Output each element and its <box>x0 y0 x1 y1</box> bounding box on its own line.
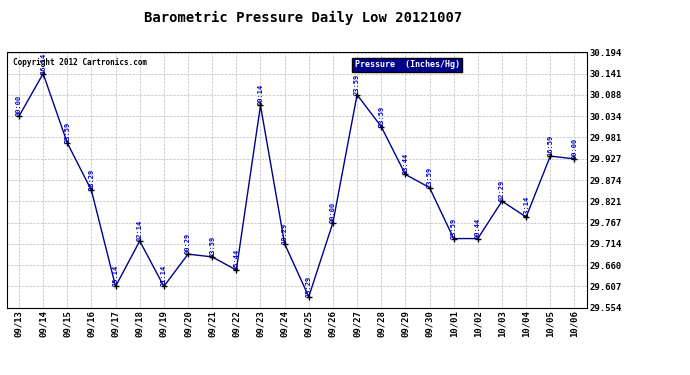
Text: Pressure  (Inches/Hg): Pressure (Inches/Hg) <box>355 60 460 69</box>
Text: 02:14: 02:14 <box>137 220 143 241</box>
Text: 16:59: 16:59 <box>547 135 553 156</box>
Text: 02:29: 02:29 <box>499 180 505 201</box>
Text: 18:29: 18:29 <box>88 169 95 190</box>
Text: Copyright 2012 Cartronics.com: Copyright 2012 Cartronics.com <box>12 58 147 67</box>
Text: 00:44: 00:44 <box>475 217 481 238</box>
Text: 21:14: 21:14 <box>161 265 167 286</box>
Text: 23:59: 23:59 <box>209 236 215 257</box>
Text: 00:00: 00:00 <box>571 138 578 159</box>
Text: 15:14: 15:14 <box>112 265 119 286</box>
Text: 16:14: 16:14 <box>40 53 46 74</box>
Text: 00:29: 00:29 <box>185 233 191 254</box>
Text: 23:59: 23:59 <box>378 105 384 127</box>
Text: 13:14: 13:14 <box>523 196 529 217</box>
Text: 23:59: 23:59 <box>354 74 360 95</box>
Text: 13:44: 13:44 <box>402 153 408 174</box>
Text: 18:29: 18:29 <box>282 222 288 244</box>
Text: 23:59: 23:59 <box>426 166 433 188</box>
Text: 05:44: 05:44 <box>233 249 239 270</box>
Text: 00:00: 00:00 <box>16 95 22 116</box>
Text: 23:59: 23:59 <box>64 122 70 143</box>
Text: 23:59: 23:59 <box>451 217 457 238</box>
Text: 00:14: 00:14 <box>257 84 264 105</box>
Text: 00:00: 00:00 <box>330 201 336 223</box>
Text: Barometric Pressure Daily Low 20121007: Barometric Pressure Daily Low 20121007 <box>144 11 463 26</box>
Text: 15:29: 15:29 <box>306 276 312 297</box>
